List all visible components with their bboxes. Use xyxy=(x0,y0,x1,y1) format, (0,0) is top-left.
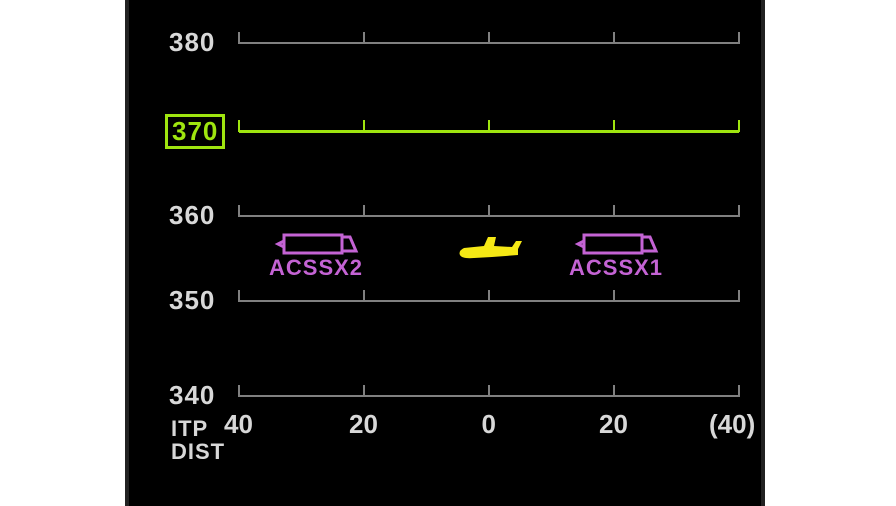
tick xyxy=(488,385,490,397)
x-tick-label: 20 xyxy=(349,409,378,440)
itp-vertical-situation-display: 380 370 360 350 340 ITP DIST 40 20 0 20 (40)… xyxy=(129,0,761,506)
x-tick-label: 40 xyxy=(224,409,253,440)
selected-altitude-box: 370 xyxy=(165,114,225,149)
tick xyxy=(238,385,240,397)
traffic-target-label: ACSSX2 xyxy=(269,255,363,281)
tick xyxy=(613,205,615,217)
tick xyxy=(488,32,490,44)
tick xyxy=(363,205,365,217)
tick xyxy=(363,120,365,132)
tick xyxy=(363,290,365,302)
tick xyxy=(363,32,365,44)
x-axis-title: ITP DIST xyxy=(171,417,225,463)
tick xyxy=(488,120,490,132)
altitude-label-360: 360 xyxy=(169,200,215,231)
tick xyxy=(238,290,240,302)
tick xyxy=(738,32,740,44)
avionics-display-frame: 380 370 360 350 340 ITP DIST 40 20 0 20 (40)… xyxy=(125,0,765,506)
x-tick-label: 0 xyxy=(482,409,496,440)
tick xyxy=(238,120,240,132)
altitude-label-350: 350 xyxy=(169,285,215,316)
ownship-aircraft-icon xyxy=(454,233,524,273)
x-axis-title-line2: DIST xyxy=(171,439,225,464)
tick xyxy=(238,32,240,44)
tick xyxy=(738,385,740,397)
tick xyxy=(738,205,740,217)
tick xyxy=(363,385,365,397)
tick xyxy=(738,290,740,302)
altitude-label-380: 380 xyxy=(169,27,215,58)
tick xyxy=(238,205,240,217)
tick xyxy=(488,290,490,302)
x-tick-label: (40) xyxy=(709,409,755,440)
x-axis-title-line1: ITP xyxy=(171,416,208,441)
tick xyxy=(613,290,615,302)
selected-altitude-value: 370 xyxy=(172,116,218,146)
tick xyxy=(613,120,615,132)
tick xyxy=(488,205,490,217)
altitude-label-340: 340 xyxy=(169,380,215,411)
tick xyxy=(613,32,615,44)
tick xyxy=(613,385,615,397)
traffic-target-label: ACSSX1 xyxy=(569,255,663,281)
x-tick-label: 20 xyxy=(599,409,628,440)
tick xyxy=(738,120,740,132)
